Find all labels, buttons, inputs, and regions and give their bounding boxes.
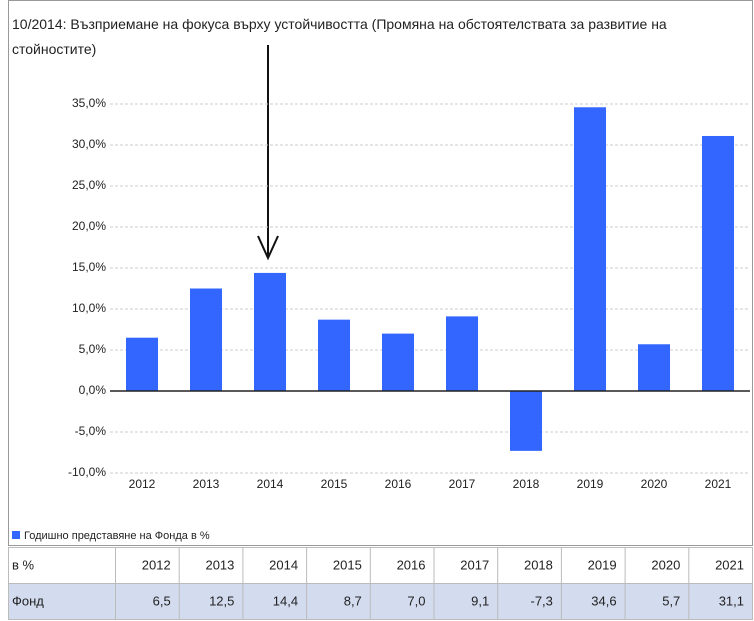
table-value: 9,1 [471, 593, 489, 608]
table-value: 34,6 [591, 593, 616, 608]
table-value: 7,0 [407, 593, 425, 608]
x-tick-label: 2016 [385, 477, 412, 491]
bar [126, 337, 158, 391]
y-tick-label: 20,0% [72, 219, 106, 233]
bar [510, 391, 542, 451]
table-year: 2019 [588, 557, 617, 572]
y-tick-label: 0,0% [79, 383, 107, 397]
chart-frame [8, 0, 753, 546]
y-tick-label: 15,0% [72, 260, 106, 274]
x-tick-label: 2019 [577, 477, 604, 491]
table-header-label: в % [12, 557, 35, 572]
table-year: 2017 [460, 557, 489, 572]
x-tick-label: 2018 [513, 477, 540, 491]
table-year: 2018 [524, 557, 553, 572]
bar [254, 272, 286, 391]
table-value: 31,1 [719, 593, 744, 608]
y-tick-label: 25,0% [72, 178, 106, 192]
x-tick-label: 2013 [193, 477, 220, 491]
y-tick-label: 5,0% [79, 342, 107, 356]
x-tick-label: 2012 [129, 477, 156, 491]
x-tick-label: 2020 [641, 477, 668, 491]
y-tick-label: 30,0% [72, 137, 106, 151]
chart-title: 10/2014: Възприемане на фокуса върху уст… [12, 16, 667, 57]
table-value: 5,7 [662, 593, 680, 608]
y-tick-label: 10,0% [72, 301, 106, 315]
bar [382, 333, 414, 391]
annotation-arrowhead [257, 235, 279, 261]
bar [446, 316, 478, 391]
table-year: 2016 [397, 557, 426, 572]
x-tick-label: 2014 [257, 477, 284, 491]
y-tick-label: -10,0% [68, 465, 106, 479]
bar [318, 319, 350, 391]
table-year: 2014 [269, 557, 298, 572]
table-value: 14,4 [273, 593, 298, 608]
legend-swatch [12, 531, 20, 539]
table-year: 2013 [205, 557, 234, 572]
y-tick-label: 35,0% [72, 96, 106, 110]
table-header-row [8, 547, 753, 584]
bar [702, 135, 734, 391]
table-year: 2021 [715, 557, 744, 572]
bar [574, 107, 606, 391]
x-tick-label: 2017 [449, 477, 476, 491]
table-year: 2012 [142, 557, 171, 572]
bar [638, 344, 670, 391]
table-value: 12,5 [209, 593, 234, 608]
y-tick-label: -5,0% [75, 424, 107, 438]
table-value: -7,3 [530, 593, 552, 608]
table-row-label: Фонд [12, 593, 44, 608]
table-year: 2020 [651, 557, 680, 572]
table-value: 8,7 [344, 593, 362, 608]
table-value: 6,5 [153, 593, 171, 608]
table-data-row [8, 583, 753, 620]
table-year: 2015 [333, 557, 362, 572]
legend-label: Годишно представяне на Фонда в % [24, 530, 210, 542]
x-tick-label: 2021 [705, 477, 732, 491]
bar [190, 288, 222, 391]
x-tick-label: 2015 [321, 477, 348, 491]
